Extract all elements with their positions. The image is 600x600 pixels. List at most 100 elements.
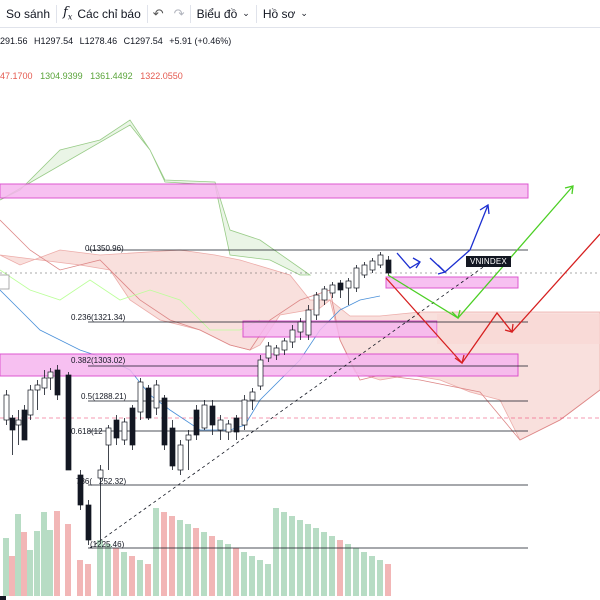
fib-label-1: (1225.46) bbox=[90, 540, 125, 549]
blue-arrows[interactable] bbox=[396, 203, 490, 275]
volume-bar bbox=[41, 512, 47, 596]
chart-type-button[interactable]: Biểu đồ ⌄ bbox=[191, 0, 256, 28]
compare-label: So sánh bbox=[6, 6, 51, 21]
green-arrows[interactable] bbox=[387, 185, 574, 320]
ichimoku-cloud-left bbox=[0, 119, 312, 276]
toolbar-divider bbox=[146, 4, 148, 23]
volume-bar bbox=[177, 520, 183, 596]
candle-body bbox=[305, 309, 312, 336]
fib-label-0382: 0.382(1303.02) bbox=[71, 356, 126, 365]
chevron-down-icon: ⌄ bbox=[242, 8, 250, 18]
fib-label-0236: 0.236(1321.34) bbox=[71, 313, 126, 322]
volume-bar bbox=[161, 512, 167, 596]
volume-bar bbox=[137, 560, 143, 596]
volume-bar bbox=[297, 520, 303, 596]
volume-bar bbox=[385, 564, 391, 596]
volume-bar bbox=[27, 550, 33, 596]
candle-body bbox=[34, 384, 41, 391]
candle-body bbox=[77, 474, 84, 506]
volume-bar bbox=[169, 516, 175, 596]
volume-bar bbox=[54, 511, 60, 596]
volume-bar bbox=[153, 508, 159, 596]
candle-body bbox=[321, 288, 328, 301]
volume-bar bbox=[9, 556, 15, 596]
volume-bar bbox=[193, 528, 199, 596]
candle-body bbox=[97, 469, 104, 479]
symbol-tag: VNINDEX bbox=[466, 256, 511, 267]
candlesticks bbox=[3, 252, 392, 545]
ichimoku-value-3: 1361.4492 bbox=[90, 71, 133, 81]
candle-body bbox=[185, 434, 192, 441]
candle-body bbox=[54, 369, 61, 396]
profile-button[interactable]: Hồ sơ ⌄ bbox=[257, 0, 314, 28]
indicators-button[interactable]: fx Các chỉ báo bbox=[57, 0, 147, 28]
candle-body bbox=[217, 419, 224, 431]
ichimoku-value-1: 47.1700 bbox=[0, 71, 33, 81]
compare-button[interactable]: So sánh bbox=[0, 0, 56, 28]
volume-bar bbox=[113, 548, 119, 596]
candle-body bbox=[201, 404, 208, 429]
cloud-fill-right bbox=[437, 314, 600, 344]
candle-body bbox=[177, 444, 184, 471]
volume-bar bbox=[345, 544, 351, 596]
close-value: C1297.54 bbox=[123, 36, 163, 46]
candle-body bbox=[249, 391, 256, 401]
candle-body bbox=[281, 340, 288, 351]
candle-body bbox=[129, 407, 136, 446]
volume-bar bbox=[249, 556, 255, 596]
candle-body bbox=[41, 377, 48, 389]
candle-body bbox=[85, 504, 92, 541]
volume-bar bbox=[361, 552, 367, 596]
volume-bar bbox=[233, 548, 239, 596]
volume-bars bbox=[3, 508, 391, 596]
candle-body bbox=[345, 280, 352, 289]
profile-label: Hồ sơ bbox=[262, 6, 296, 21]
volume-bar bbox=[121, 552, 127, 596]
candle-body bbox=[329, 284, 336, 294]
volume-bar bbox=[289, 516, 295, 596]
volume-bar bbox=[129, 556, 135, 596]
volume-bar bbox=[217, 540, 223, 596]
volume-bar bbox=[313, 528, 319, 596]
fib-label-0786: 786( bbox=[76, 477, 92, 486]
volume-bar bbox=[321, 532, 327, 596]
candle-body bbox=[161, 397, 168, 446]
volume-bar bbox=[241, 552, 247, 596]
candle-body bbox=[257, 359, 264, 387]
candle-body bbox=[137, 381, 144, 413]
low-value: L1278.46 bbox=[79, 36, 118, 46]
candle-body bbox=[241, 399, 248, 426]
volume-bar bbox=[15, 514, 21, 596]
fib-label-0618: 0.618(12 bbox=[71, 427, 103, 436]
indicators-label: Các chỉ báo bbox=[77, 6, 141, 21]
red-arrows[interactable] bbox=[385, 233, 600, 365]
toolbar-divider bbox=[189, 4, 191, 23]
candle-body bbox=[289, 329, 296, 343]
volume-bar bbox=[77, 560, 83, 596]
toolbar-divider bbox=[56, 4, 58, 23]
zone-mid bbox=[242, 320, 438, 338]
candle-body bbox=[121, 421, 128, 441]
fib-label-0: 0(1350.96) bbox=[85, 244, 124, 253]
candle-body bbox=[3, 394, 10, 421]
volume-bar bbox=[34, 531, 40, 596]
change-value: +5.91 (+0.46%) bbox=[169, 36, 232, 46]
fx-icon: fx bbox=[63, 5, 73, 22]
undo-icon[interactable]: ↶ bbox=[152, 5, 164, 21]
volume-bar bbox=[337, 540, 343, 596]
left-handle[interactable] bbox=[0, 274, 10, 290]
candle-body bbox=[233, 417, 240, 433]
candle-body bbox=[313, 294, 320, 316]
volume-bar bbox=[209, 536, 215, 596]
candle-body bbox=[193, 409, 200, 436]
redo-icon[interactable]: ↷ bbox=[173, 5, 185, 21]
lagging-span-line bbox=[0, 269, 261, 331]
open-value: 291.56 bbox=[0, 36, 28, 46]
ohlc-readout: 291.56 H1297.54 L1278.46 C1297.54 +5.91 … bbox=[0, 36, 231, 46]
candle-body bbox=[169, 427, 176, 467]
leading-span-line bbox=[0, 219, 600, 441]
volume-bar bbox=[225, 544, 231, 596]
fibonacci-retracement[interactable] bbox=[88, 249, 528, 549]
candle-body bbox=[105, 427, 112, 446]
